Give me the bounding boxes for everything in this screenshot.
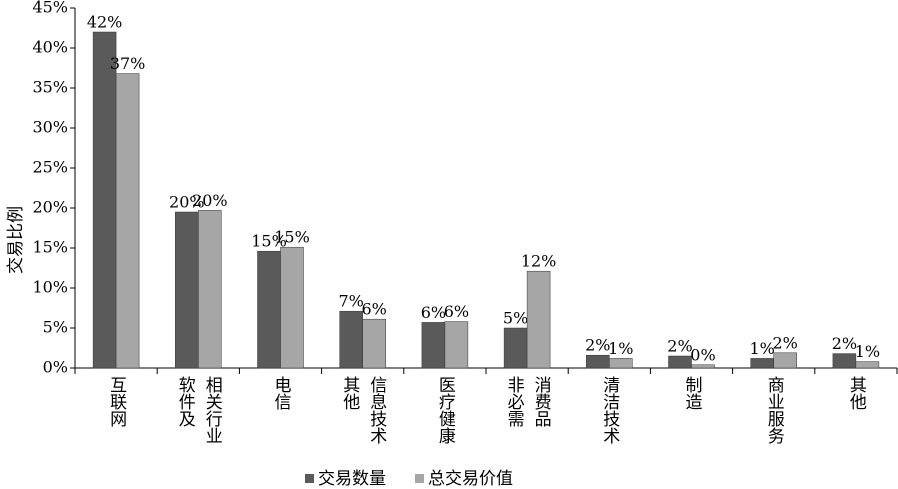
y-tick-label: 20% [32, 198, 68, 217]
bar [444, 321, 469, 369]
y-tick-label: 0% [43, 358, 68, 377]
y-tick-label: 10% [32, 278, 68, 297]
legend-label: 交易数量 [318, 469, 386, 489]
value-label: 1% [750, 339, 775, 358]
bar [115, 73, 140, 369]
value-label: 20% [169, 193, 205, 212]
value-label: 0% [690, 345, 715, 364]
x-tick-label: 清洁技术 [599, 376, 620, 444]
value-label: 6% [444, 302, 469, 321]
value-label: 12% [521, 252, 557, 271]
value-label: 2% [773, 333, 798, 352]
y-tick-label: 35% [32, 78, 68, 97]
value-label: 37% [110, 54, 146, 73]
value-label: 6% [421, 303, 446, 322]
bar [92, 31, 117, 369]
value-label: 2% [832, 334, 857, 353]
bar [609, 358, 633, 369]
x-tick-label: 商业服务 [764, 376, 785, 444]
y-tick-label: 15% [32, 238, 68, 257]
bar [773, 352, 797, 369]
bar [855, 361, 880, 369]
x-tick-label: 电信 [271, 376, 292, 410]
value-label: 20% [192, 191, 228, 210]
legend-label: 总交易价值 [428, 469, 513, 489]
value-label: 7% [339, 292, 364, 311]
y-tick-label: 5% [43, 318, 68, 337]
bar [691, 364, 715, 369]
bar [280, 246, 304, 369]
x-tick-label: 互联网 [106, 376, 127, 428]
legend-swatch [415, 474, 424, 483]
legend-swatch [305, 474, 314, 483]
value-label: 5% [503, 309, 528, 328]
y-tick-label: 25% [32, 158, 68, 177]
x-tick-label: 其他 [339, 376, 360, 410]
x-tick-label: 相关行业 [202, 376, 223, 444]
bar [668, 355, 692, 369]
bar [421, 322, 446, 369]
value-label: 42% [87, 13, 123, 32]
bar [339, 310, 363, 369]
bar [832, 353, 857, 369]
value-label: 15% [274, 228, 310, 247]
x-tick-label: 消费品 [531, 376, 552, 427]
y-tick-label: 45% [32, 0, 68, 17]
bar [257, 250, 281, 369]
value-label: 15% [251, 232, 287, 251]
value-label: 1% [855, 342, 880, 361]
x-tick-label: 信息技术 [366, 376, 387, 444]
x-tick-label: 制造 [682, 376, 703, 410]
bar [526, 270, 551, 369]
bar [175, 211, 199, 369]
y-tick-label: 30% [32, 118, 68, 137]
x-tick-label: 非必需 [504, 376, 525, 427]
x-tick-label: 软件及 [175, 376, 196, 427]
x-tick-label: 其他 [846, 376, 867, 410]
y-axis-label: 交易比例 [6, 206, 26, 274]
y-tick-label: 40% [32, 38, 68, 57]
bar [750, 358, 774, 369]
bar [198, 210, 222, 369]
value-label: 2% [585, 336, 610, 355]
value-label: 2% [667, 337, 692, 356]
bar [586, 354, 610, 369]
value-label: 6% [362, 300, 387, 319]
x-tick-label: 医疗健康 [435, 376, 456, 444]
bar [503, 327, 528, 369]
value-label: 1% [608, 339, 633, 358]
bar [362, 318, 386, 369]
